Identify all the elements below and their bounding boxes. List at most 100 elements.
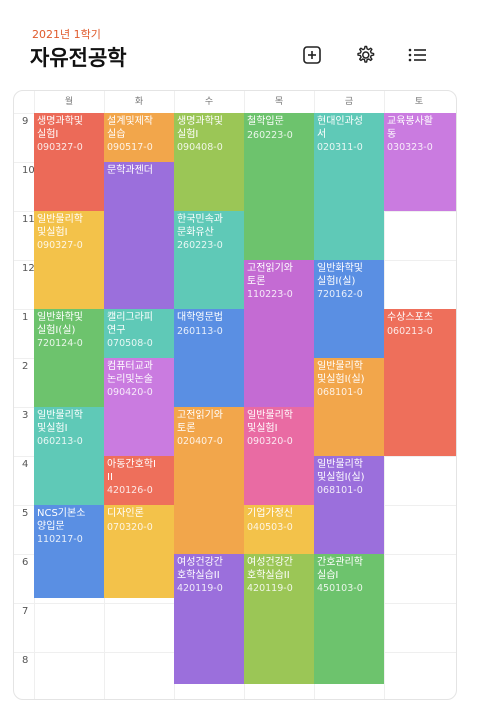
course-block[interactable]: 일반물리학 및실험I 090327-0: [34, 211, 104, 309]
course-name: 교육봉사활 동: [387, 116, 433, 140]
course-name: 문학과젠더: [107, 165, 153, 176]
course-block[interactable]: 아동간호학I II 420126-0: [104, 456, 174, 505]
settings-button[interactable]: [354, 44, 376, 66]
course-block[interactable]: 캘리그라피 연구 070508-0: [104, 309, 174, 358]
course-name: 캘리그라피 연구: [107, 312, 153, 336]
course-name: 일반화학및 실험I(실): [37, 312, 83, 336]
course-block[interactable]: 간호관리학 실습I 450103-0: [314, 554, 384, 684]
plus-square-icon: [303, 46, 321, 64]
course-block[interactable]: 여성건강간 호학실습II 420119-0: [174, 554, 244, 684]
course-code: 110217-0: [37, 534, 83, 545]
course-code: 450103-0: [317, 583, 363, 594]
course-name: 한국민속과 문화유산: [177, 214, 223, 238]
day-thu: 목: [274, 97, 284, 107]
hour-label: 9: [22, 116, 29, 127]
course-name: 디자인론: [107, 508, 144, 519]
gear-icon: [357, 45, 375, 63]
day-sat: 토: [414, 97, 424, 107]
course-code: 090320-0: [247, 436, 293, 447]
course-name: 생명과학및 실험I: [177, 116, 223, 140]
hour-label: 6: [22, 557, 29, 568]
hour-label: 11: [22, 214, 35, 225]
hour-label: 10: [22, 165, 35, 176]
course-name: 여성건강간 호학실습II: [247, 557, 293, 581]
course-code: 720162-0: [317, 289, 363, 300]
course-block[interactable]: 문학과젠더: [104, 162, 174, 309]
course-block[interactable]: 철학입문 260223-0: [244, 113, 314, 260]
course-block[interactable]: 설계및제작 실습 090517-0: [104, 113, 174, 162]
course-block[interactable]: 일반물리학 및실험I 060213-0: [34, 407, 104, 505]
course-code: 090327-0: [37, 142, 83, 153]
timetable-grid: 월 화 수 목 금 토 9 10 11 12 1 2 3 4 5 6 7 8 생…: [13, 90, 457, 700]
course-block[interactable]: 교육봉사활 동 030323-0: [384, 113, 456, 211]
course-block[interactable]: 수상스포츠 060213-0: [384, 309, 456, 456]
list-view-button[interactable]: [406, 44, 428, 66]
course-name: 일반물리학 및실험I: [37, 214, 83, 238]
course-code: 260223-0: [247, 129, 293, 141]
hour-label: 1: [22, 312, 29, 323]
course-name: 고전읽기와 토론: [247, 263, 293, 287]
course-name: 간호관리학 실습I: [317, 557, 363, 581]
course-block[interactable]: 생명과학및 실험I 090327-0: [34, 113, 104, 211]
course-name: 여성건강간 호학실습II: [177, 557, 223, 581]
weekday-header: 월 화 수 목 금 토: [14, 91, 456, 114]
course-code: 070508-0: [107, 338, 153, 349]
course-code: 068101-0: [317, 387, 363, 398]
course-code: 068101-0: [317, 485, 363, 496]
day-mon: 월: [64, 97, 74, 107]
course-block[interactable]: 한국민속과 문화유산 260223-0: [174, 211, 244, 309]
course-name: 아동간호학I II: [107, 459, 156, 483]
course-name: 현대인과성 서: [317, 116, 363, 140]
day-wed: 수: [204, 97, 214, 107]
hour-label: 2: [22, 361, 29, 372]
hour-label: 12: [22, 263, 35, 274]
course-name: 고전읽기와 토론: [177, 410, 223, 434]
course-block[interactable]: 대학영문법 260113-0: [174, 309, 244, 407]
course-name: 대학영문법: [177, 312, 223, 323]
course-name: 일반물리학 및실험I(실): [317, 459, 365, 483]
course-block[interactable]: 일반화학및 실험I(실) 720124-0: [34, 309, 104, 407]
course-name: 기업가정신: [247, 508, 293, 519]
course-block[interactable]: 디자인론 070320-0: [104, 505, 174, 598]
course-name: 일반물리학 및실험I: [37, 410, 83, 434]
course-code: 090420-0: [107, 387, 153, 398]
add-course-button[interactable]: [301, 44, 323, 66]
course-code: 090327-0: [37, 240, 83, 251]
course-block[interactable]: 현대인과성 서 020311-0: [314, 113, 384, 260]
course-block[interactable]: 고전읽기와 토론 110223-0: [244, 260, 314, 407]
course-block[interactable]: 일반물리학 및실험I(실) 068101-0: [314, 456, 384, 554]
course-name: 일반화학및 실험I(실): [317, 263, 363, 287]
course-block[interactable]: 컴퓨터교과 논리및논술 090420-0: [104, 358, 174, 456]
course-code: 420119-0: [247, 583, 293, 594]
course-code: 070320-0: [107, 521, 153, 533]
course-block[interactable]: 여성건강간 호학실습II 420119-0: [244, 554, 314, 684]
course-code: 260223-0: [177, 240, 223, 251]
hour-label: 4: [22, 459, 29, 470]
course-code: 040503-0: [247, 521, 293, 533]
course-code: 030323-0: [387, 142, 433, 153]
hour-label: 7: [22, 606, 29, 617]
course-block[interactable]: NCS기본소 양입문 110217-0: [34, 505, 104, 598]
course-code: 090408-0: [177, 142, 223, 153]
course-name: 컴퓨터교과 논리및논술: [107, 361, 153, 385]
hour-label: 3: [22, 410, 29, 421]
course-name: 철학입문: [247, 116, 284, 127]
course-block[interactable]: 일반물리학 및실험I 090320-0: [244, 407, 314, 505]
course-code: 420119-0: [177, 583, 223, 594]
course-block[interactable]: 생명과학및 실험I 090408-0: [174, 113, 244, 211]
course-code: 110223-0: [247, 289, 293, 300]
hour-label: 8: [22, 655, 29, 666]
course-block[interactable]: 일반화학및 실험I(실) 720162-0: [314, 260, 384, 358]
course-code: 260113-0: [177, 325, 223, 337]
course-code: 420126-0: [107, 485, 153, 496]
course-code: 720124-0: [37, 338, 83, 349]
course-name: 일반물리학 및실험I: [247, 410, 293, 434]
timetable-title[interactable]: 자유전공학: [30, 46, 127, 70]
course-block[interactable]: 기업가정신 040503-0: [244, 505, 314, 554]
app-header: 2021년 1학기 자유전공학: [0, 0, 489, 88]
course-block[interactable]: 일반물리학 및실험I(실) 068101-0: [314, 358, 384, 456]
course-block[interactable]: 고전읽기와 토론 020407-0: [174, 407, 244, 554]
semester-label[interactable]: 2021년 1학기: [32, 28, 101, 41]
course-code: 020311-0: [317, 142, 363, 153]
course-name: 생명과학및 실험I: [37, 116, 83, 140]
